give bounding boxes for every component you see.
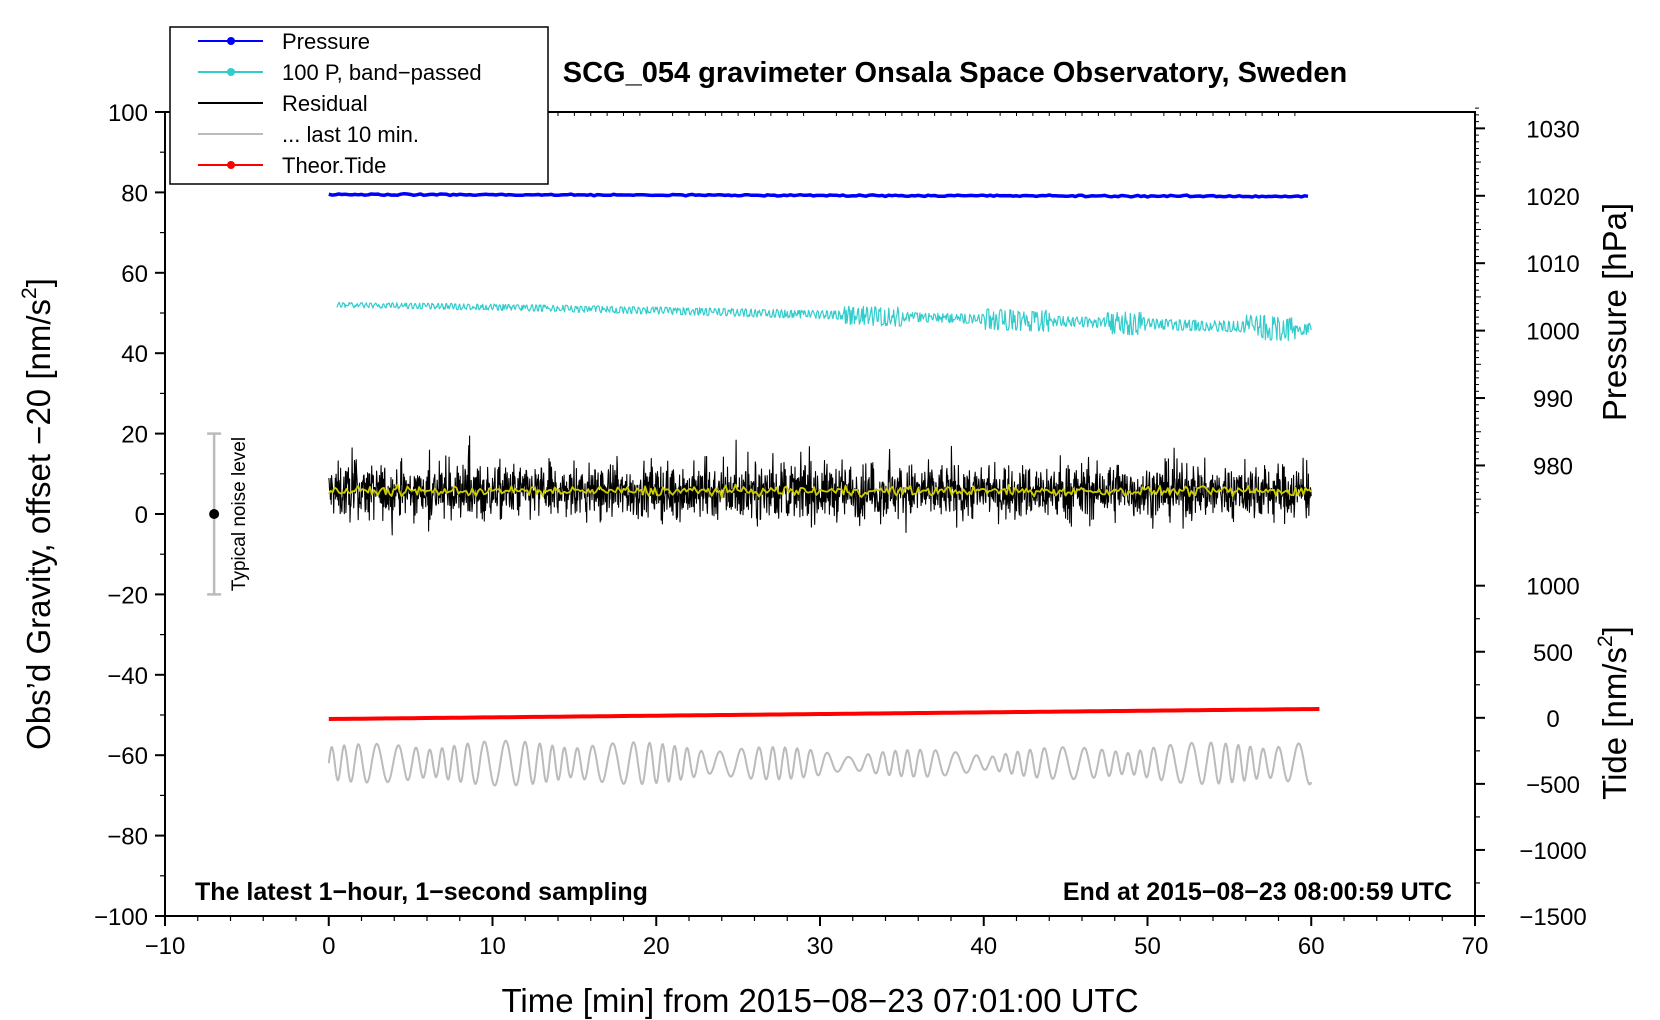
y-axis: 100 80 60 40 20 0 −20 −40 −60 −80 −100 bbox=[94, 100, 165, 931]
legend-label: 100 P, band−passed bbox=[282, 60, 482, 85]
legend-label: ... last 10 min. bbox=[282, 122, 419, 147]
pressure-axis: 1030 1020 1010 1000 990 980 bbox=[1474, 112, 1580, 513]
noise-bar-point bbox=[209, 509, 220, 519]
y-tick-label: 40 bbox=[121, 341, 148, 368]
y-tick-label: 100 bbox=[108, 100, 148, 127]
y-tick-label: −80 bbox=[107, 824, 148, 851]
x-tick-label: 60 bbox=[1298, 933, 1325, 960]
x-tick-label: 70 bbox=[1462, 933, 1489, 960]
noise-bar: Typical noise level bbox=[207, 432, 250, 596]
annotation-bottom-left: The latest 1−hour, 1−second sampling bbox=[195, 878, 648, 906]
legend-label: Pressure bbox=[282, 29, 370, 54]
series-layer bbox=[327, 191, 1320, 787]
chart-title: SCG_054 gravimeter Onsala Space Observat… bbox=[563, 57, 1347, 89]
y-tick-label: −20 bbox=[107, 582, 148, 609]
tide-tick-label: −500 bbox=[1526, 772, 1580, 799]
legend-box bbox=[169, 26, 549, 185]
y-axis-label-main: Obs’d Gravity, offset −20 [nm/s bbox=[20, 299, 57, 750]
pressure-tick-label: 1010 bbox=[1526, 251, 1579, 278]
y-tick-label: −60 bbox=[107, 743, 148, 770]
tide-axis-label-end: ] bbox=[1596, 626, 1633, 635]
legend-marker bbox=[227, 68, 235, 76]
pressure-tick-label: 1020 bbox=[1526, 184, 1579, 211]
series-residual bbox=[328, 435, 1312, 536]
x-tick-label: 10 bbox=[479, 933, 506, 960]
series-residual-smoothed bbox=[328, 483, 1312, 499]
pressure-axis-label: Pressure [hPa] bbox=[1596, 203, 1633, 421]
series-theoretical-tide bbox=[328, 707, 1320, 721]
y-tick-label: 0 bbox=[135, 502, 148, 529]
tide-axis-label-sup: 2 bbox=[1594, 635, 1617, 647]
tide-tick-label: −1000 bbox=[1519, 838, 1586, 865]
series-last-10-min bbox=[327, 739, 1313, 787]
pressure-tick-label: 990 bbox=[1533, 386, 1573, 413]
tide-tick-label: 1000 bbox=[1526, 574, 1579, 601]
legend-marker bbox=[227, 37, 235, 45]
y-tick-label: 20 bbox=[121, 422, 148, 449]
tide-axis-label: Tide [nm/s2] bbox=[1594, 626, 1633, 800]
tide-tick-label: 0 bbox=[1546, 706, 1559, 733]
x-tick-label: 0 bbox=[322, 933, 335, 960]
x-tick-label: 40 bbox=[970, 933, 997, 960]
pressure-tick-label: 1030 bbox=[1526, 116, 1579, 143]
plot-frame bbox=[164, 111, 1476, 917]
y-axis-label: Obs’d Gravity, offset −20 [nm/s2] bbox=[18, 278, 57, 750]
legend-label: Residual bbox=[282, 91, 368, 116]
y-tick-label: 60 bbox=[121, 261, 148, 288]
y-axis-label-sup: 2 bbox=[18, 287, 41, 299]
noise-bar-label: Typical noise level bbox=[229, 437, 250, 591]
legend-marker bbox=[227, 161, 235, 169]
y-tick-label: 80 bbox=[121, 180, 148, 207]
x-tick-label: −10 bbox=[145, 933, 186, 960]
legend: Pressure 100 P, band−passed Residual ... la… bbox=[169, 26, 549, 185]
tide-tick-label: 500 bbox=[1533, 640, 1573, 667]
x-tick-label: 30 bbox=[807, 933, 834, 960]
y-axis-label-end: ] bbox=[20, 278, 57, 287]
annotation-bottom-right: End at 2015−08−23 08:00:59 UTC bbox=[1063, 878, 1452, 906]
tide-axis-label-main: Tide [nm/s bbox=[1596, 647, 1633, 800]
x-tick-label: 50 bbox=[1134, 933, 1161, 960]
series-pressure bbox=[328, 191, 1309, 199]
x-axis: −10 0 10 20 30 40 50 60 70 bbox=[145, 916, 1489, 960]
pressure-tick-label: 980 bbox=[1533, 453, 1573, 480]
tide-tick-label: −1500 bbox=[1519, 904, 1586, 931]
pressure-tick-label: 1000 bbox=[1526, 319, 1579, 346]
tide-axis: 1000 500 0 −500 −1000 −1500 bbox=[1475, 574, 1587, 931]
legend-label: Theor.Tide bbox=[282, 153, 386, 178]
y-tick-label: −40 bbox=[107, 663, 148, 690]
x-axis-label: Time [min] from 2015−08−23 07:01:00 UTC bbox=[501, 982, 1138, 1019]
series-band-passed-pressure bbox=[336, 301, 1312, 342]
x-tick-label: 20 bbox=[643, 933, 670, 960]
y-tick-label: −100 bbox=[94, 904, 148, 931]
